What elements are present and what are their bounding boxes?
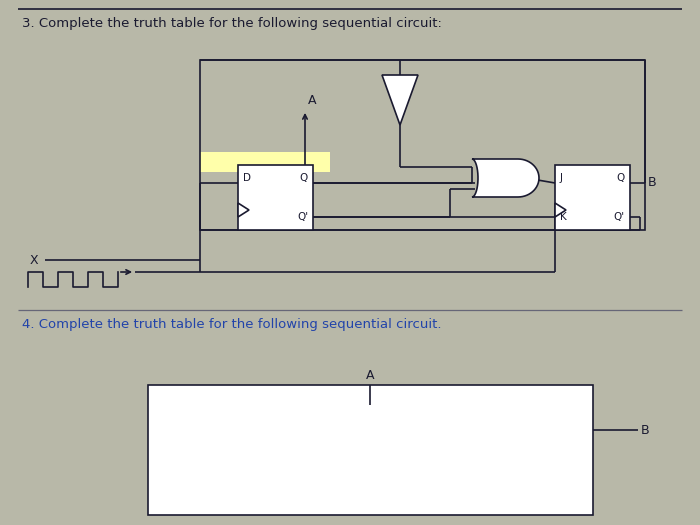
Polygon shape <box>555 203 566 217</box>
Text: A: A <box>365 369 375 382</box>
Text: 4. Complete the truth table for the following sequential circuit.: 4. Complete the truth table for the foll… <box>22 318 442 331</box>
Text: A: A <box>308 94 316 107</box>
Text: Q: Q <box>300 173 308 183</box>
Polygon shape <box>238 203 249 217</box>
Bar <box>200 152 330 172</box>
Text: Q': Q' <box>614 212 625 222</box>
Text: K: K <box>560 212 567 222</box>
Text: B: B <box>648 176 657 190</box>
Text: D: D <box>243 173 251 183</box>
Polygon shape <box>382 75 418 125</box>
Text: Q': Q' <box>297 212 308 222</box>
Text: X: X <box>30 254 38 267</box>
Text: J: J <box>560 173 563 183</box>
Text: B: B <box>641 424 650 436</box>
Polygon shape <box>472 159 539 197</box>
Bar <box>148 385 593 515</box>
Bar <box>200 60 645 230</box>
Text: Q: Q <box>617 173 625 183</box>
Text: 3. Complete the truth table for the following sequential circuit:: 3. Complete the truth table for the foll… <box>22 17 442 30</box>
Bar <box>238 165 313 230</box>
Bar <box>555 165 630 230</box>
